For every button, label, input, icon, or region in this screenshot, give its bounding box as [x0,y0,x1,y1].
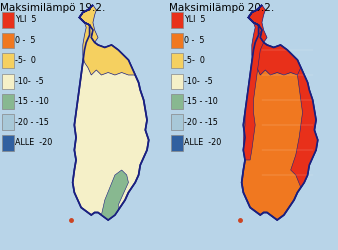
Polygon shape [79,5,98,43]
FancyBboxPatch shape [2,94,14,110]
Polygon shape [248,18,304,75]
FancyBboxPatch shape [171,53,183,68]
Text: Maksimilämpö 19.2.: Maksimilämpö 19.2. [0,2,106,12]
Text: 0 -  5: 0 - 5 [184,36,205,45]
FancyBboxPatch shape [2,12,14,28]
Text: ALLE  -20: ALLE -20 [184,138,221,147]
Text: -10-  -5: -10- -5 [15,77,44,86]
FancyBboxPatch shape [171,74,183,89]
Text: -20 - -15: -20 - -15 [184,118,218,127]
Text: -10-  -5: -10- -5 [184,77,213,86]
Polygon shape [248,5,267,43]
FancyBboxPatch shape [171,32,183,48]
Text: -15 - -10: -15 - -10 [15,97,49,106]
FancyBboxPatch shape [171,135,183,150]
Polygon shape [73,5,149,220]
Polygon shape [242,5,318,220]
Text: YLI  5: YLI 5 [184,15,206,24]
Text: -20 - -15: -20 - -15 [15,118,49,127]
Text: -5-  0: -5- 0 [184,56,205,65]
Polygon shape [243,30,264,160]
Text: Maksimilämpö 20.2.: Maksimilämpö 20.2. [169,2,274,12]
FancyBboxPatch shape [2,53,14,68]
Polygon shape [291,68,318,188]
FancyBboxPatch shape [2,135,14,150]
FancyBboxPatch shape [2,74,14,89]
Text: -5-  0: -5- 0 [15,56,36,65]
FancyBboxPatch shape [2,114,14,130]
Polygon shape [101,170,128,220]
FancyBboxPatch shape [171,94,183,110]
Text: ALLE  -20: ALLE -20 [15,138,52,147]
FancyBboxPatch shape [171,114,183,130]
Polygon shape [79,18,135,75]
FancyBboxPatch shape [2,32,14,48]
Text: YLI  5: YLI 5 [15,15,37,24]
Text: -15 - -10: -15 - -10 [184,97,218,106]
FancyBboxPatch shape [171,12,183,28]
Text: 0 -  5: 0 - 5 [15,36,36,45]
